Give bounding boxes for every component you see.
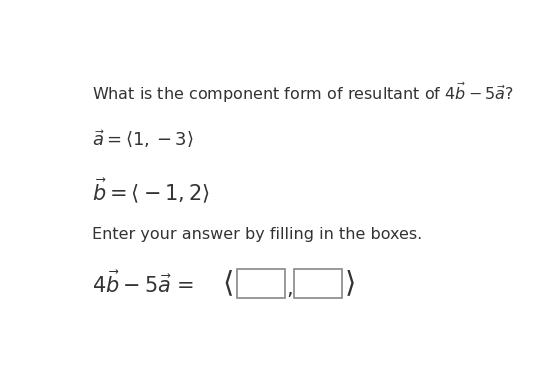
Bar <box>294 269 342 298</box>
Bar <box>237 269 285 298</box>
Text: What is the component form of resultant of $4\vec{b} - 5\vec{a}$?: What is the component form of resultant … <box>93 81 514 105</box>
Text: ,: , <box>287 279 293 299</box>
Text: Enter your answer by filling in the boxes.: Enter your answer by filling in the boxe… <box>93 227 423 242</box>
Text: $\vec{b} = \langle -1, 2 \rangle$: $\vec{b} = \langle -1, 2 \rangle$ <box>93 176 211 206</box>
Text: $\vec{a} = \langle 1, -3 \rangle$: $\vec{a} = \langle 1, -3 \rangle$ <box>93 128 194 149</box>
Text: $\langle$: $\langle$ <box>222 269 233 298</box>
Text: $\rangle$: $\rangle$ <box>344 269 355 298</box>
Text: $4\vec{b} - 5\vec{a}$ =: $4\vec{b} - 5\vec{a}$ = <box>93 270 195 297</box>
